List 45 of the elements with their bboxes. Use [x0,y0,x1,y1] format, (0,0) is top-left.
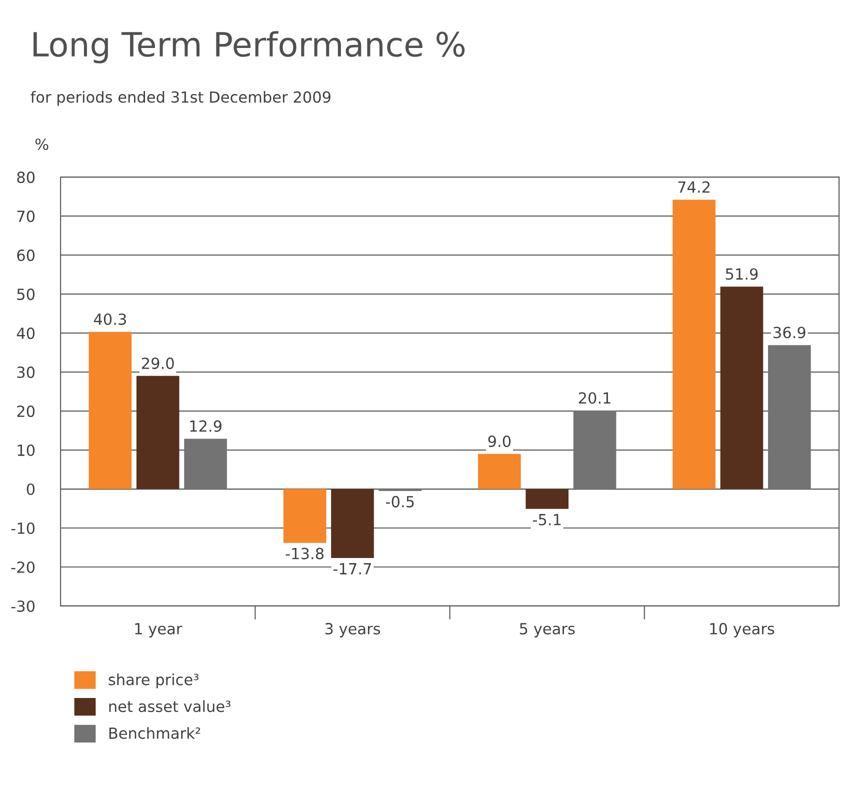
chart-subtitle: for periods ended 31st December 2009 [30,90,330,106]
y-tick-label: 30 [17,366,35,378]
data-label: -0.5 [386,496,414,508]
y-tick-label: 60 [17,250,35,262]
y-tick-label: 10 [18,444,35,456]
data-label: -13.8 [286,548,324,560]
bar [720,286,764,490]
y-tick-label: -30 [11,600,35,612]
y-axis-title: % [35,138,48,150]
y-tick-label: 70 [17,210,35,222]
bar [184,438,227,490]
bar [573,410,616,490]
y-tick-label: 40 [16,328,35,340]
data-label: 40.3 [94,313,126,326]
bar [768,345,811,490]
x-tick-label: 3 years [325,622,380,638]
bar [283,489,326,543]
data-label: 29.0 [142,358,174,370]
bar [88,332,132,490]
y-tick-label: -10 [11,522,35,534]
x-tick-label: 1 year [135,623,182,638]
data-label: 12.9 [190,420,222,432]
data-label: -5.1 [532,514,561,526]
data-label: 36.9 [774,326,806,338]
y-tick-label: -20 [11,561,35,574]
data-label: -17.7 [333,563,371,574]
data-label: 51.9 [726,268,758,280]
x-tick-label: 10 years [710,622,774,638]
x-tick-label: 5 years [520,623,575,638]
y-tick-label: 50 [17,288,35,300]
bar [672,200,716,490]
y-tick-label: 0 [26,483,35,496]
data-label: 74.2 [678,181,710,193]
y-tick-label: 80 [17,172,35,184]
legend-label: share price³ [108,674,198,688]
legend-label: net asset value³ [109,700,230,712]
y-tick-label: 20 [17,405,35,418]
legend-label: Benchmark² [109,727,200,739]
data-label: 20.1 [578,392,610,404]
bar [331,489,374,558]
bar [478,454,521,490]
data-label: 9.0 [488,436,511,448]
bar [526,489,569,509]
bar [136,376,180,490]
chart-title: Long Term Performance % [34,31,465,64]
